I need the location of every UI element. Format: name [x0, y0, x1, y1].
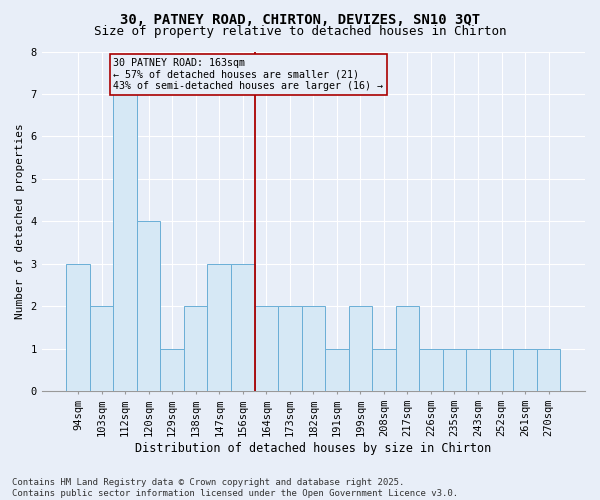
Bar [349, 306, 372, 392]
Y-axis label: Number of detached properties: Number of detached properties [15, 124, 25, 320]
X-axis label: Distribution of detached houses by size in Chirton: Distribution of detached houses by size … [135, 442, 491, 455]
Bar [208, 264, 231, 392]
Bar [113, 94, 137, 392]
Bar [231, 264, 254, 392]
Text: Size of property relative to detached houses in Chirton: Size of property relative to detached ho… [94, 25, 506, 38]
Text: 30, PATNEY ROAD, CHIRTON, DEVIZES, SN10 3QT: 30, PATNEY ROAD, CHIRTON, DEVIZES, SN10 … [120, 12, 480, 26]
Bar [419, 349, 443, 392]
Bar [325, 349, 349, 392]
Bar [184, 306, 208, 392]
Bar [466, 349, 490, 392]
Text: 30 PATNEY ROAD: 163sqm
← 57% of detached houses are smaller (21)
43% of semi-det: 30 PATNEY ROAD: 163sqm ← 57% of detached… [113, 58, 383, 91]
Bar [90, 306, 113, 392]
Bar [395, 306, 419, 392]
Bar [443, 349, 466, 392]
Bar [537, 349, 560, 392]
Bar [372, 349, 395, 392]
Bar [160, 349, 184, 392]
Text: Contains HM Land Registry data © Crown copyright and database right 2025.
Contai: Contains HM Land Registry data © Crown c… [12, 478, 458, 498]
Bar [278, 306, 302, 392]
Bar [254, 306, 278, 392]
Bar [490, 349, 513, 392]
Bar [513, 349, 537, 392]
Bar [302, 306, 325, 392]
Bar [137, 222, 160, 392]
Bar [67, 264, 90, 392]
